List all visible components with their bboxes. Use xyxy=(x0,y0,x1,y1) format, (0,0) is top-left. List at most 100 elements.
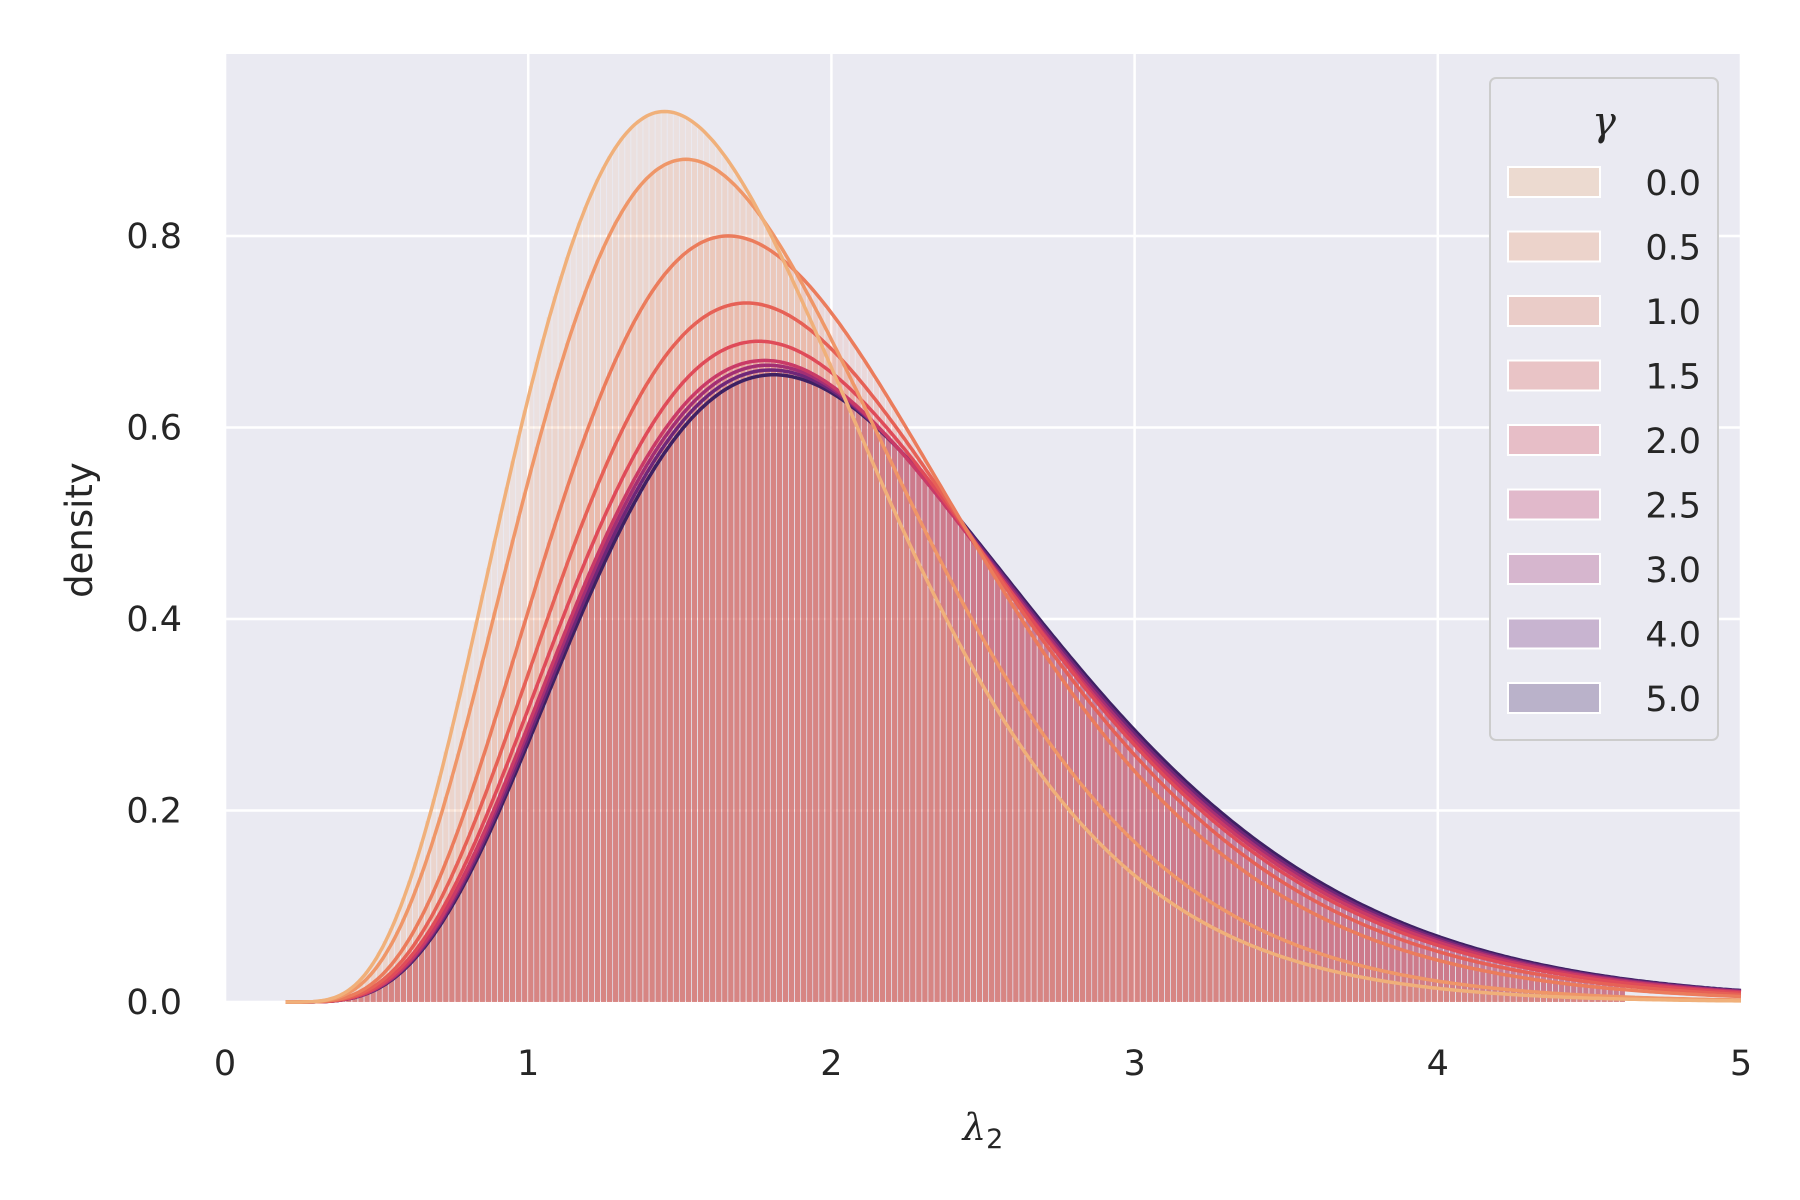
kde-curve-gamma-0.5 xyxy=(285,157,1741,1004)
histogram-bar xyxy=(1358,907,1365,1002)
histogram-bar xyxy=(1534,964,1540,1002)
histogram-bar xyxy=(1055,655,1061,1002)
histogram-bar xyxy=(898,451,904,1002)
histogram-bar xyxy=(1401,930,1407,1002)
histogram-bar xyxy=(1553,967,1559,1002)
histogram-bar xyxy=(983,554,989,1002)
histogram-bar xyxy=(1462,947,1468,1002)
histogram-bar xyxy=(1462,950,1468,1002)
histogram-bar xyxy=(770,360,776,1002)
histogram-bar xyxy=(376,986,382,1002)
histogram-bar xyxy=(564,646,570,1002)
histogram-bar xyxy=(1213,850,1219,1002)
histogram-bar xyxy=(1498,962,1504,1002)
histogram-bar xyxy=(1571,979,1577,1002)
histogram-bar xyxy=(1365,907,1371,1002)
histogram-bar xyxy=(1280,872,1286,1002)
histogram-bar xyxy=(849,403,855,1002)
histogram-bar xyxy=(431,928,437,1002)
histogram-bar xyxy=(1468,950,1474,1002)
histogram-bar xyxy=(825,391,831,1003)
histogram-bar xyxy=(1292,903,1298,1002)
histogram-bar xyxy=(667,162,673,1002)
histogram-bar xyxy=(1559,997,1565,1002)
histogram-bar xyxy=(764,370,770,1002)
histogram-bar xyxy=(1298,873,1304,1002)
histogram-bar xyxy=(691,370,698,1003)
histogram-bar xyxy=(443,861,449,1002)
histogram-bar xyxy=(358,995,364,1002)
histogram-bar xyxy=(1474,986,1480,1002)
histogram-bar xyxy=(1607,981,1613,1002)
histogram-bar xyxy=(776,253,782,1002)
histogram-bar xyxy=(1207,901,1213,1002)
histogram-bar xyxy=(843,398,849,1002)
histogram-bar xyxy=(406,961,413,1002)
histogram-bar xyxy=(704,403,710,1002)
histogram-bar xyxy=(1164,779,1171,1002)
histogram-bar xyxy=(1401,928,1407,1002)
histogram-bar xyxy=(552,596,558,1002)
histogram-bar xyxy=(1134,744,1140,1002)
histogram-bar xyxy=(649,455,655,1002)
histogram-bar xyxy=(928,589,934,1002)
histogram-bar xyxy=(758,375,764,1002)
histogram-bar xyxy=(516,759,522,1002)
histogram-bar xyxy=(1534,968,1540,1002)
histogram-bar xyxy=(406,950,413,1002)
histogram-bar xyxy=(382,977,388,1002)
histogram-bar xyxy=(995,664,1001,1002)
histogram-bar xyxy=(788,267,795,1002)
histogram-bar xyxy=(813,375,819,1002)
histogram-bar xyxy=(1055,755,1061,1002)
histogram-bar xyxy=(1577,980,1583,1002)
histogram-bar xyxy=(1328,970,1334,1002)
histogram-bar xyxy=(449,726,455,1002)
histogram-bar xyxy=(1425,987,1431,1002)
histogram-bar xyxy=(1195,792,1201,1002)
histogram-bar xyxy=(1565,979,1571,1002)
histogram-bar xyxy=(892,445,898,1003)
histogram-bar xyxy=(364,992,370,1002)
histogram-bar xyxy=(1098,844,1104,1002)
histogram-bar xyxy=(685,406,692,1003)
histogram-bar xyxy=(1152,752,1158,1002)
histogram-bar xyxy=(1468,991,1474,1002)
histogram-bar xyxy=(873,416,880,1002)
histogram-bar xyxy=(667,444,673,1003)
histogram-bar xyxy=(1195,796,1201,1002)
histogram-bar xyxy=(1298,884,1304,1002)
histogram-bar xyxy=(552,636,558,1002)
histogram-bar xyxy=(1231,938,1237,1002)
histogram-bar xyxy=(958,527,964,1002)
histogram-bar xyxy=(1377,915,1383,1002)
histogram-bar xyxy=(473,838,479,1002)
histogram-bar xyxy=(394,970,400,1002)
histogram-bar xyxy=(1013,592,1019,1002)
histogram-bar xyxy=(1504,994,1510,1002)
histogram-bar xyxy=(710,167,716,1002)
histogram-bar xyxy=(1261,856,1268,1002)
histogram-bar xyxy=(1389,972,1395,1002)
histogram-bar xyxy=(1019,597,1025,1002)
histogram-bar xyxy=(1140,850,1146,1002)
histogram-bar xyxy=(922,577,928,1002)
histogram-bar xyxy=(946,509,952,1002)
histogram-bar xyxy=(667,397,673,1002)
histogram-bar xyxy=(770,374,776,1003)
histogram-bar xyxy=(643,473,649,1003)
legend-swatch xyxy=(1507,424,1601,456)
histogram-bar xyxy=(928,486,934,1003)
histogram-bar xyxy=(1601,983,1607,1002)
histogram-bar xyxy=(382,984,388,1002)
histogram-bar xyxy=(1122,867,1128,1002)
histogram-bar xyxy=(1516,964,1522,1002)
histogram-bar xyxy=(1340,973,1346,1002)
histogram-bar xyxy=(485,785,491,1002)
histogram-bar xyxy=(661,437,667,1002)
histogram-bar xyxy=(1595,976,1601,1002)
histogram-bar xyxy=(376,986,382,1002)
histogram-bar xyxy=(1292,961,1298,1002)
histogram-bar xyxy=(625,417,631,1002)
histogram-bar xyxy=(728,386,734,1002)
